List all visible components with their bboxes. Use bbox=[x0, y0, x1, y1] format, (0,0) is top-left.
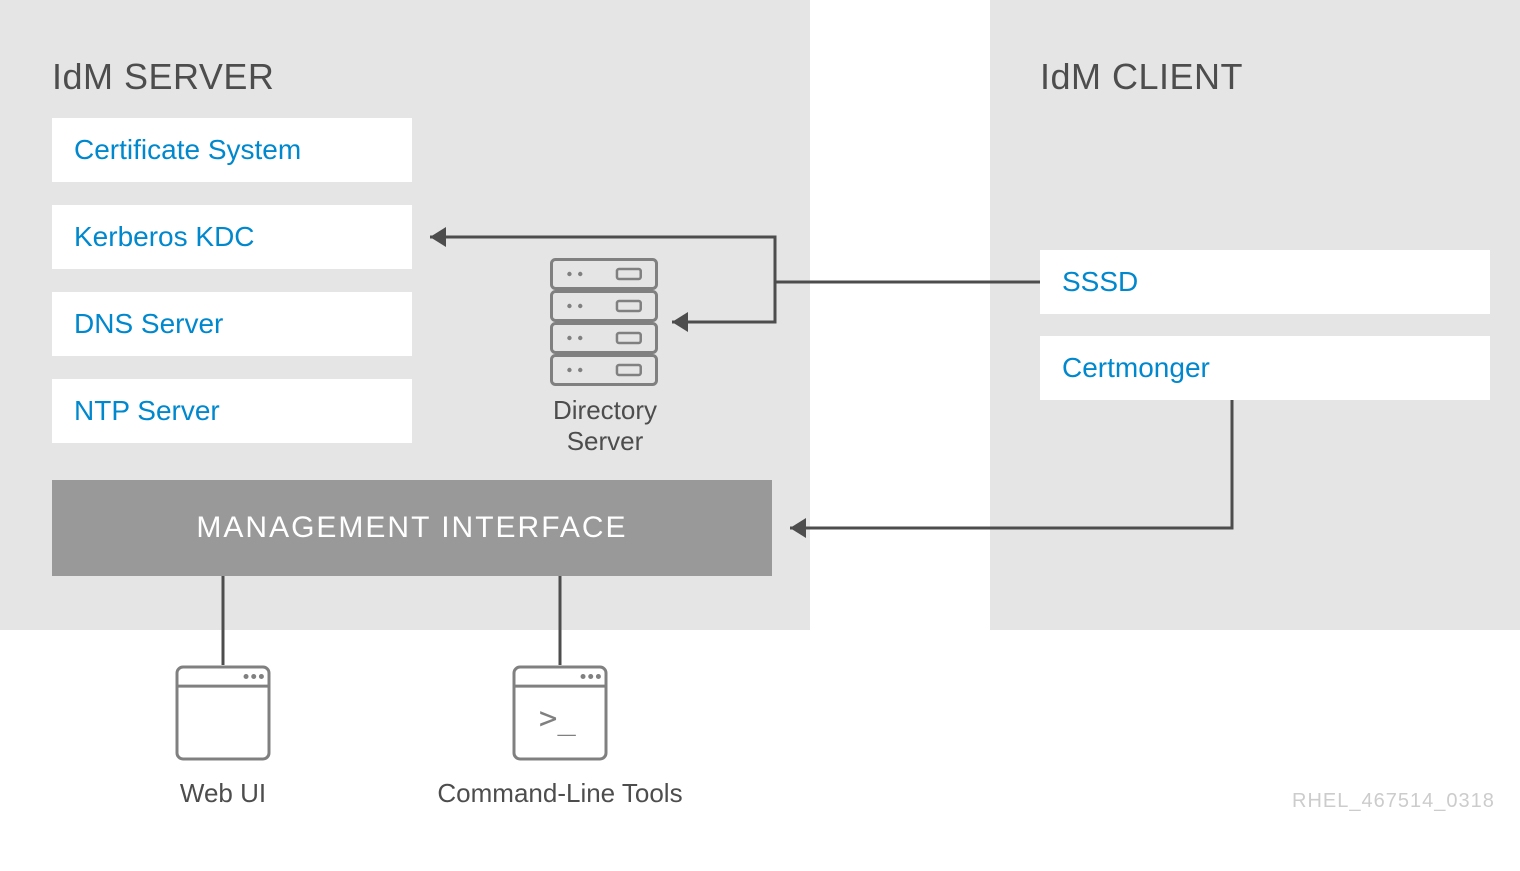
tool-label-1: Command-Line Tools bbox=[410, 778, 710, 809]
server-heading: IdM SERVER bbox=[52, 56, 274, 98]
client-heading: IdM CLIENT bbox=[1040, 56, 1243, 98]
directory-server-icon bbox=[550, 258, 658, 386]
server-service-box-0: Certificate System bbox=[52, 118, 412, 182]
directory-server-label: Directory Server bbox=[540, 395, 670, 457]
client-service-box-1: Certmonger bbox=[1040, 336, 1490, 400]
footer-identifier: RHEL_467514_0318 bbox=[1292, 790, 1495, 813]
client-service-box-0: SSSD bbox=[1040, 250, 1490, 314]
server-service-box-1: Kerberos KDC bbox=[52, 205, 412, 269]
terminal-icon: >_ bbox=[512, 665, 608, 761]
management-interface: MANAGEMENT INTERFACE bbox=[52, 480, 772, 576]
server-service-box-2: DNS Server bbox=[52, 292, 412, 356]
tool-label-0: Web UI bbox=[73, 778, 373, 809]
browser-icon bbox=[175, 665, 271, 761]
server-service-box-3: NTP Server bbox=[52, 379, 412, 443]
svg-text:>_: >_ bbox=[539, 700, 576, 736]
